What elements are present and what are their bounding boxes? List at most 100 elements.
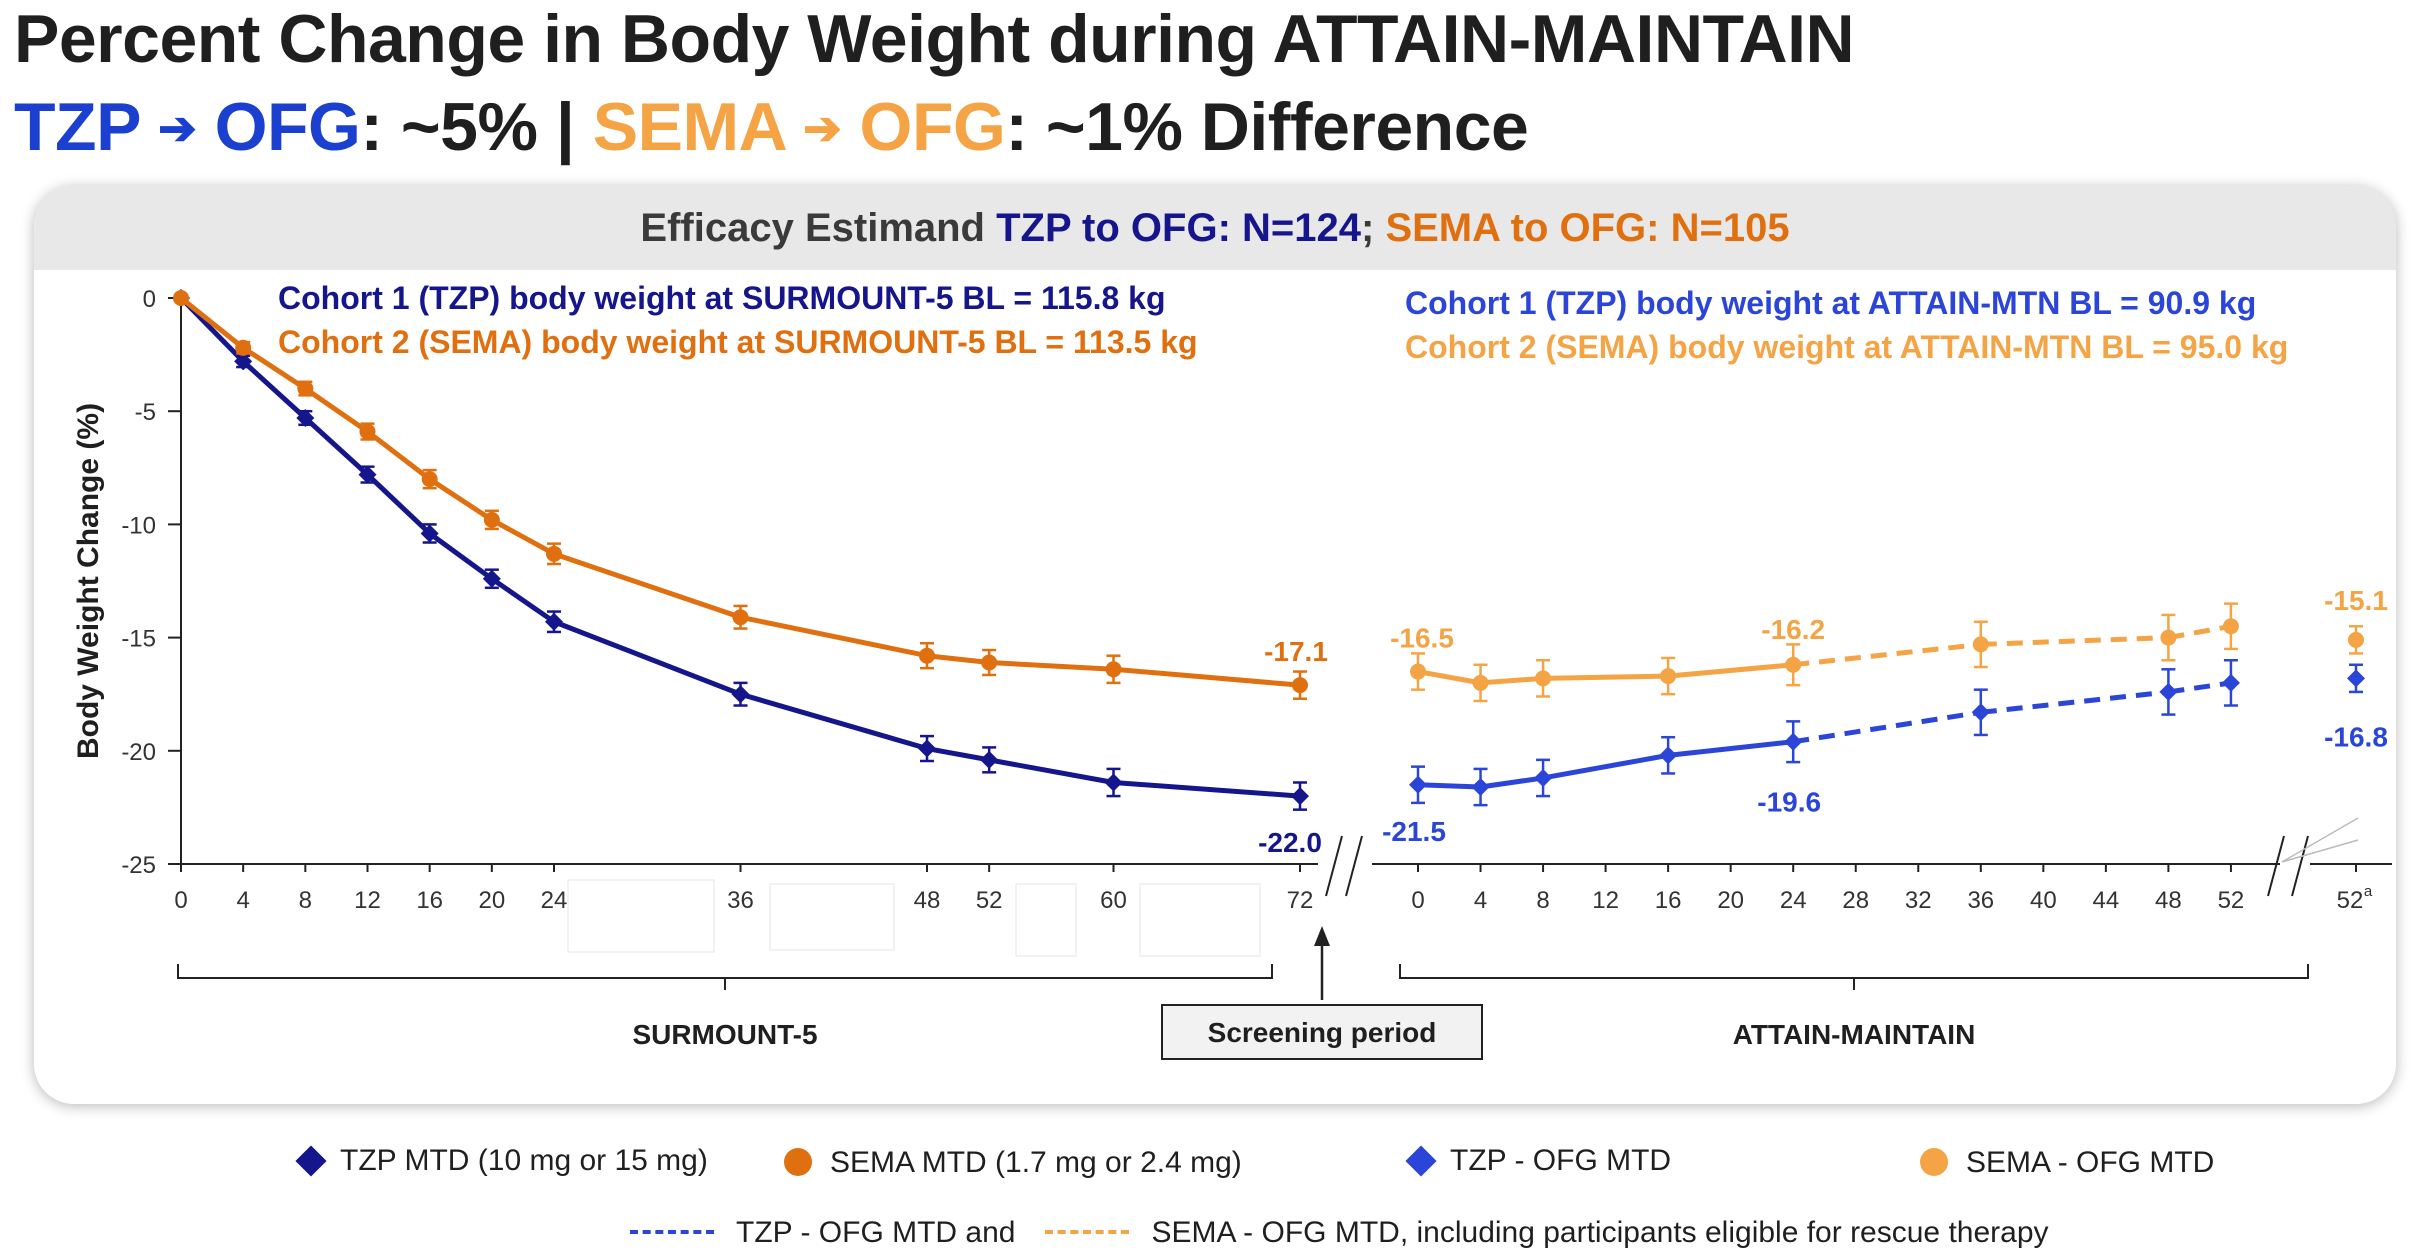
data-point-sema_ofg bbox=[1660, 668, 1677, 685]
x-tick-label: 16 bbox=[1655, 887, 1682, 914]
data-point-sema_ofg bbox=[2160, 629, 2177, 646]
data-label-tzp-end: -22.0 bbox=[1258, 827, 1322, 858]
series-line-tzp bbox=[1113, 780, 1301, 799]
break-connector bbox=[2281, 817, 2359, 863]
data-point-sema bbox=[546, 545, 562, 562]
page-title: Percent Change in Body Weight during ATT… bbox=[14, 1, 1855, 77]
data-point-tzp bbox=[358, 465, 377, 484]
x-tick-label: 40 bbox=[2030, 887, 2057, 914]
legend-tzp: TZP MTD (10 mg or 15 mg) bbox=[295, 1144, 708, 1178]
series-line-sema_ofg bbox=[1543, 673, 1669, 681]
x-tick-label: 8 bbox=[1536, 887, 1549, 914]
subtitle-sema: SEMA bbox=[592, 89, 785, 165]
series-line-tzp_ofg bbox=[1417, 782, 1481, 790]
data-label-sema-end: -17.1 bbox=[1264, 636, 1328, 667]
x-tick-label: 52 bbox=[2218, 887, 2245, 914]
data-point-sema bbox=[732, 609, 749, 626]
data-point-sema bbox=[359, 423, 376, 440]
data-point-tzp_ofg bbox=[1659, 746, 1678, 765]
screening-arrowhead bbox=[1314, 926, 1330, 946]
bracket-surmount bbox=[177, 964, 1273, 979]
series-line-tzp bbox=[428, 531, 494, 581]
panel-label-surmount: SURMOUNT-5 bbox=[632, 1019, 817, 1050]
series-line-sema bbox=[241, 345, 307, 391]
series-line-sema bbox=[739, 614, 928, 659]
data-point-tzp bbox=[296, 408, 315, 427]
x-tick-label: 36 bbox=[727, 887, 754, 914]
x-tick-label: 48 bbox=[2155, 887, 2182, 914]
data-point-sema_ofg bbox=[1410, 663, 1426, 680]
data-point-tzp bbox=[731, 685, 750, 704]
x-tick-label: 44 bbox=[2093, 887, 2120, 914]
data-point-tzp bbox=[545, 612, 563, 631]
data-point-sema bbox=[919, 647, 935, 664]
legend-dash-sema-label: SEMA - OFG MTD, including participants e… bbox=[1151, 1216, 2049, 1249]
data-point-tzp_ofg bbox=[2347, 669, 2365, 688]
data-label-tzp-ofg-0: -21.5 bbox=[1382, 816, 1446, 847]
x-tick-label: 48 bbox=[914, 887, 941, 914]
series-line-tzp_ofg bbox=[1667, 739, 1794, 758]
legend-tzp-label: TZP MTD (10 mg or 15 mg) bbox=[340, 1144, 708, 1177]
series-line-sema_ofg bbox=[1980, 635, 2169, 647]
x-tick-label: 8 bbox=[299, 887, 312, 914]
data-point-sema bbox=[483, 511, 500, 528]
data-point-sema bbox=[1105, 661, 1122, 678]
circle-icon-light bbox=[1920, 1148, 1948, 1176]
x-tick-label: 4 bbox=[1474, 887, 1487, 914]
series-line-sema bbox=[303, 386, 369, 434]
data-point-tzp_ofg bbox=[1534, 768, 1553, 787]
y-tick-label: -5 bbox=[135, 399, 156, 426]
data-point-sema bbox=[421, 471, 438, 488]
cohort-note-tzp-ofg: Cohort 1 (TZP) body weight at ATTAIN-MTN… bbox=[1405, 285, 2256, 321]
x-tick-label: 52 bbox=[2337, 887, 2364, 914]
data-point-tzp bbox=[234, 352, 253, 371]
series-line-sema_ofg bbox=[1417, 669, 1481, 686]
data-label-sema-ofg-24: -16.2 bbox=[1761, 614, 1825, 645]
series-line-tzp_ofg bbox=[1480, 775, 1544, 790]
data-label-sema-ofg-end: -15.1 bbox=[2324, 585, 2388, 616]
series-line-sema bbox=[179, 296, 245, 350]
legend-tzp-ofg: TZP - OFG MTD bbox=[1405, 1144, 1671, 1178]
data-point-sema_ofg bbox=[1535, 670, 1552, 687]
data-point-tzp bbox=[420, 524, 439, 543]
data-label-sema-ofg-0: -16.5 bbox=[1390, 623, 1454, 654]
blank-box bbox=[1015, 883, 1077, 957]
legend-sema-ofg: SEMA - OFG MTD bbox=[1920, 1146, 2214, 1180]
series-line-sema bbox=[926, 653, 990, 665]
series-line-tzp bbox=[739, 691, 928, 751]
x-tick-label: 36 bbox=[1967, 887, 1994, 914]
axis-break-mark bbox=[2291, 835, 2309, 897]
x-tick-label: 4 bbox=[236, 887, 249, 914]
card-header-prefix: Efficacy Estimand bbox=[640, 206, 997, 250]
subtitle-arrow-icon-2: ➔ bbox=[803, 102, 842, 154]
data-point-tzp_ofg bbox=[1409, 775, 1427, 794]
data-point-sema bbox=[173, 290, 189, 306]
blank-box bbox=[1139, 883, 1261, 957]
series-line-sema bbox=[428, 477, 494, 522]
series-line-sema bbox=[1113, 666, 1301, 688]
series-line-sema_ofg bbox=[1480, 675, 1544, 686]
series-line-sema_ofg bbox=[1792, 641, 1982, 668]
data-label-tzp-ofg-end: -16.8 bbox=[2324, 721, 2388, 752]
panel-label-attain: ATTAIN-MAINTAIN bbox=[1733, 1019, 1976, 1050]
x-tick-label: 20 bbox=[1717, 887, 1744, 914]
blank-box bbox=[567, 879, 715, 953]
x-tick-label: 0 bbox=[174, 887, 187, 914]
series-line-sema bbox=[490, 517, 556, 557]
data-point-tzp_ofg bbox=[1784, 732, 1803, 751]
cohort-note-tzp: Cohort 1 (TZP) body weight at SURMOUNT-5… bbox=[278, 280, 1166, 316]
series-line-sema bbox=[365, 429, 432, 482]
series-line-sema bbox=[553, 551, 742, 620]
data-point-tzp bbox=[482, 569, 501, 588]
y-tick-label: -15 bbox=[121, 626, 156, 653]
cohort-note-sema-ofg: Cohort 2 (SEMA) body weight at ATTAIN-MT… bbox=[1405, 329, 2288, 365]
circle-icon bbox=[784, 1148, 812, 1176]
data-point-sema bbox=[1292, 677, 1308, 694]
break-connector bbox=[2281, 839, 2359, 863]
series-line-sema bbox=[989, 660, 1114, 672]
legend-sema: SEMA MTD (1.7 mg or 2.4 mg) bbox=[784, 1146, 1242, 1180]
data-label-tzp-ofg-24: -19.6 bbox=[1757, 787, 1821, 818]
blank-box bbox=[769, 883, 895, 951]
data-point-sema_ofg bbox=[1472, 674, 1489, 691]
